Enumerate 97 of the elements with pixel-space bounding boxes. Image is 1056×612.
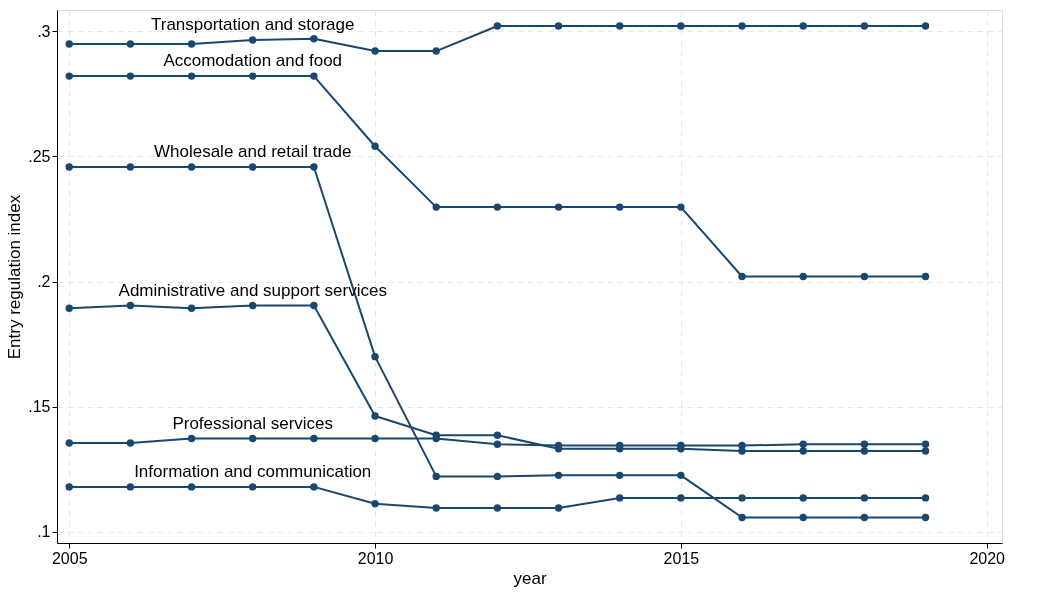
- point: [371, 142, 379, 150]
- point: [432, 203, 440, 211]
- point: [65, 439, 73, 447]
- point: [310, 434, 318, 443]
- y-tick-label: .1: [37, 523, 51, 541]
- series-label: Accomodation and food: [163, 51, 343, 71]
- point: [493, 472, 502, 481]
- point: [126, 483, 135, 491]
- point: [187, 72, 196, 80]
- series-label: Information and communication: [134, 461, 372, 481]
- point: [677, 22, 685, 30]
- y-tick-label: .3: [37, 22, 51, 40]
- point: [554, 504, 563, 512]
- point: [65, 163, 73, 171]
- series-label: Transportation and storage: [150, 15, 355, 35]
- point: [249, 434, 257, 443]
- point: [187, 483, 196, 491]
- point: [921, 22, 930, 30]
- point: [249, 36, 257, 44]
- point: [65, 304, 73, 313]
- point: [65, 40, 73, 48]
- point: [921, 513, 930, 522]
- point: [310, 301, 318, 310]
- point: [187, 40, 196, 48]
- point: [493, 203, 502, 211]
- point: [616, 494, 624, 502]
- y-axis-title: Entry regulation index: [5, 194, 25, 360]
- point: [126, 163, 135, 171]
- x-tick-label: 2015: [663, 549, 700, 567]
- point: [860, 513, 869, 522]
- point: [799, 447, 807, 455]
- point: [126, 439, 135, 447]
- point: [616, 22, 624, 30]
- point: [799, 513, 807, 522]
- point: [432, 504, 440, 512]
- point: [249, 163, 257, 171]
- point: [493, 22, 502, 30]
- point: [371, 499, 379, 508]
- point: [921, 447, 930, 455]
- point: [799, 440, 807, 449]
- point: [616, 471, 624, 480]
- point: [493, 504, 502, 512]
- point: [554, 203, 563, 211]
- y-tick-label: .15: [28, 398, 51, 416]
- series-label: Professional services: [172, 413, 334, 433]
- x-tick-label: 2020: [969, 549, 1006, 567]
- point: [860, 440, 869, 449]
- x-tick-label: 2005: [51, 549, 88, 567]
- point: [799, 272, 807, 281]
- point: [860, 272, 869, 281]
- point: [126, 40, 135, 48]
- point: [310, 483, 318, 491]
- point: [310, 35, 318, 43]
- point: [310, 72, 318, 80]
- point: [677, 203, 685, 211]
- point: [371, 434, 379, 443]
- point: [432, 472, 440, 481]
- point: [371, 352, 379, 361]
- y-tick-label: .2: [37, 273, 51, 291]
- point: [310, 163, 318, 171]
- point: [921, 272, 930, 281]
- point: [126, 72, 135, 80]
- point: [921, 494, 930, 502]
- point: [738, 513, 746, 522]
- point: [554, 471, 563, 480]
- point: [493, 440, 502, 449]
- point: [738, 494, 746, 502]
- point: [371, 47, 379, 55]
- point: [249, 72, 257, 80]
- point: [126, 301, 135, 310]
- x-tick-label: 2010: [357, 549, 394, 567]
- point: [493, 431, 502, 439]
- point: [249, 483, 257, 491]
- y-tick-label: .25: [28, 147, 51, 165]
- point: [860, 494, 869, 502]
- point: [738, 272, 746, 281]
- point: [677, 471, 685, 480]
- point: [921, 440, 930, 449]
- point: [799, 22, 807, 30]
- point: [187, 434, 196, 443]
- point: [187, 304, 196, 313]
- point: [371, 412, 379, 420]
- point: [65, 72, 73, 80]
- point: [249, 301, 257, 310]
- point: [860, 22, 869, 30]
- point: [432, 47, 440, 55]
- point: [738, 22, 746, 30]
- point: [738, 441, 746, 450]
- x-axis-title: year: [513, 568, 547, 588]
- point: [677, 494, 685, 502]
- point: [860, 447, 869, 455]
- series-label: Wholesale and retail trade: [153, 142, 352, 162]
- point: [554, 22, 563, 30]
- point: [616, 203, 624, 211]
- point: [799, 494, 807, 502]
- point: [187, 163, 196, 171]
- point: [65, 483, 73, 491]
